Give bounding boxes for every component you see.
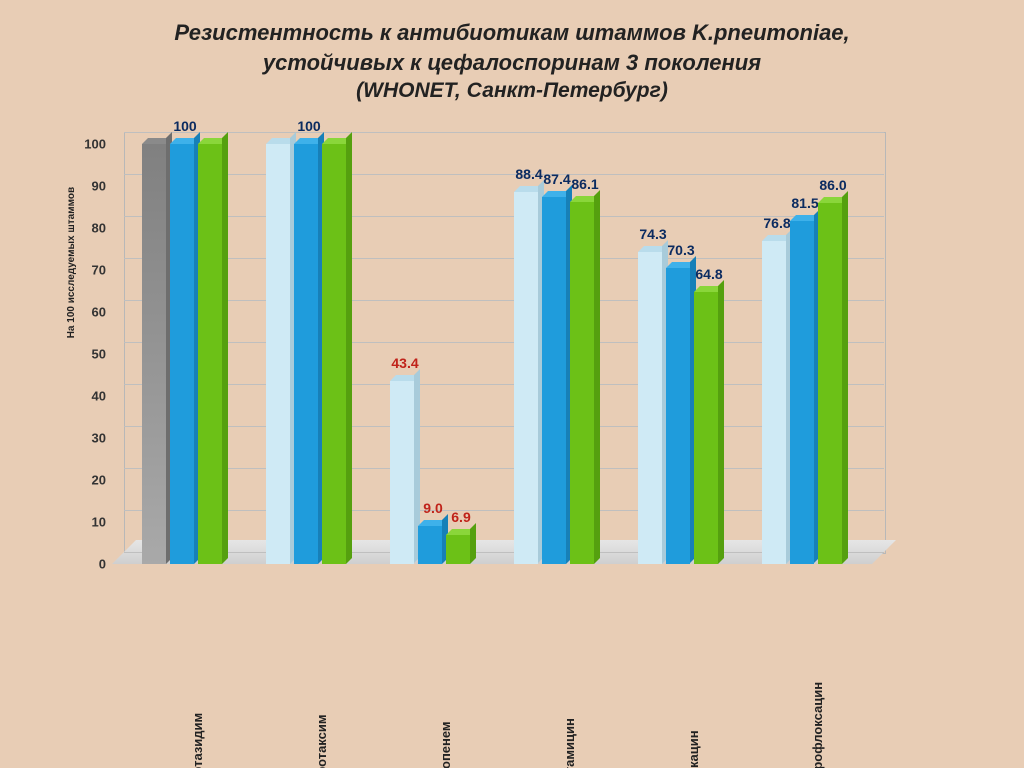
value-label: 70.3 [656,242,706,258]
bar [322,144,346,564]
gridline [124,132,884,133]
plot-area: 010203040506070809010010010043.49.06.988… [112,144,872,564]
bar [762,241,786,564]
value-label: 74.3 [628,226,678,242]
value-label: 86.1 [560,176,610,192]
y-tick: 50 [72,346,106,361]
bar [390,381,414,563]
value-label: 86.0 [808,177,858,193]
bar [266,144,290,564]
bar [694,292,718,564]
value-label: 6.9 [436,509,486,525]
y-tick: 30 [72,430,106,445]
bar [198,144,222,564]
y-tick: 80 [72,220,106,235]
title-line-3: (WHONET, Санкт-Петербург) [40,77,984,105]
bar [638,252,662,564]
chart-area: На 100 исследуемых штаммов 0102030405060… [60,134,994,694]
x-tick-label: Гентамицин [562,675,577,768]
y-tick: 40 [72,388,106,403]
title-line-1: Резистентность к антибиотикам штаммов K.… [40,18,984,48]
bar [142,144,166,564]
y-tick: 60 [72,304,106,319]
x-axis-labels: ЦефтазидимЦефотаксимМеропенемГентамицинА… [112,570,872,690]
x-tick-label: Амикацин [686,675,701,768]
title-line-2: устойчивых к цефалоспоринам 3 поколения [40,48,984,78]
y-tick: 100 [72,136,106,151]
chart-title: Резистентность к антибиотикам штаммов K.… [0,0,1024,106]
value-label: 100 [284,118,334,134]
x-tick-label: Ципрофлоксацин [810,675,825,768]
value-label: 43.4 [380,355,430,371]
bar-side-face [222,132,228,564]
y-tick: 10 [72,514,106,529]
bar [170,144,194,564]
value-label: 64.8 [684,266,734,282]
x-tick-label: Цефтазидим [190,675,205,768]
bar [570,202,594,564]
x-tick-label: Меропенем [438,675,453,768]
bar [294,144,318,564]
value-label: 100 [160,118,210,134]
bar-side-face [594,190,600,564]
y-tick: 90 [72,178,106,193]
bar [418,526,442,564]
bar-side-face [718,280,724,564]
bar [446,535,470,564]
y-tick: 0 [72,556,106,571]
bar [818,203,842,564]
bar-side-face [346,132,352,564]
bar [542,197,566,564]
bar [514,192,538,563]
y-tick: 20 [72,472,106,487]
x-tick-label: Цефотаксим [314,675,329,768]
y-tick: 70 [72,262,106,277]
bar-side-face [842,191,848,564]
bar [666,268,690,563]
bar [790,221,814,563]
bar-side-face [470,523,476,564]
